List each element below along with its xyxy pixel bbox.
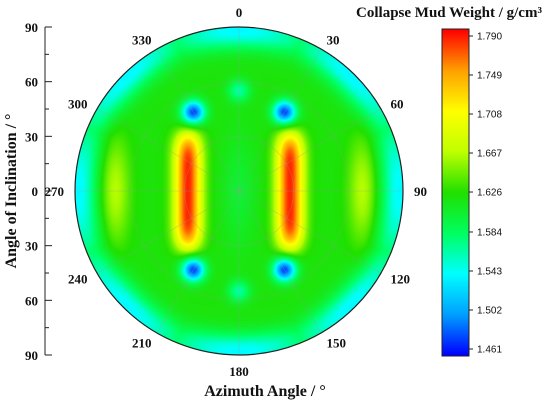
azimuth-tick-label: 270	[45, 184, 65, 199]
azimuth-tick-label: 0	[236, 5, 243, 20]
azimuth-tick-labels: 0 30 60 90 120 150 180 210 240 270 300 330	[45, 5, 428, 379]
colorbar-tick-label: 1.461	[477, 345, 502, 356]
polar-plot: 0 30 60 90 120 150 180 210 240 270 300 330	[45, 5, 428, 379]
inclination-tick-label: 0	[32, 184, 39, 199]
colorbar-gradient	[442, 29, 469, 356]
azimuth-tick-label: 330	[132, 32, 152, 47]
azimuth-tick-label: 30	[327, 32, 340, 47]
azimuth-tick-label: 90	[414, 184, 427, 199]
polar-spoke	[156, 48, 240, 192]
x-axis-title: Azimuth Angle / °	[204, 383, 326, 400]
colorbar-tick-label: 1.749	[477, 71, 502, 82]
inclination-tick-label: 90	[25, 20, 38, 35]
inclination-ticks: 90 60 30 0 30 60 90	[25, 20, 52, 363]
colorbar-tick-label: 1.790	[477, 32, 502, 43]
polar-spoke	[96, 190, 240, 274]
colorbar-tick-label: 1.667	[477, 149, 502, 160]
inclination-tick-label: 60	[25, 293, 38, 308]
azimuth-tick-label: 150	[327, 336, 347, 351]
y-axis-title: Angle of Inclination / °	[3, 114, 20, 269]
polar-spoke	[238, 190, 382, 274]
colorbar: Collapse Mud Weight / g/cm³ 1.7901.7491.…	[356, 5, 542, 357]
polar-grid	[75, 27, 403, 355]
polar-spoke	[238, 48, 322, 192]
azimuth-tick-label: 60	[391, 97, 404, 112]
colorbar-title: Collapse Mud Weight / g/cm³	[356, 5, 542, 21]
heatmap-surface	[75, 27, 403, 355]
azimuth-tick-label: 120	[391, 272, 411, 287]
azimuth-tick-label: 180	[229, 364, 249, 379]
inclination-tick-label: 60	[25, 75, 38, 90]
polar-spoke	[96, 108, 240, 192]
colorbar-tick-label: 1.502	[477, 305, 502, 316]
colorbar-tick-label: 1.626	[477, 188, 502, 199]
colorbar-tick-label: 1.543	[477, 266, 502, 277]
azimuth-tick-label: 210	[132, 336, 152, 351]
inclination-tick-label: 30	[25, 239, 38, 254]
inclination-tick-label: 30	[25, 129, 38, 144]
polar-spoke	[238, 108, 382, 192]
colorbar-ticks: 1.790 1.749 1.708 1.667 1.626 1.584 1.543 1.502…	[469, 32, 502, 356]
colorbar-tick-label: 1.584	[477, 227, 502, 238]
azimuth-tick-label: 240	[68, 272, 88, 287]
polar-spoke	[156, 190, 240, 334]
inclination-axis: 90 60 30 0 30 60 90	[25, 20, 52, 363]
polar-grid-circle	[129, 81, 349, 301]
polar-spoke	[238, 190, 322, 334]
inclination-tick-label: 90	[25, 348, 38, 363]
azimuth-tick-label: 300	[68, 97, 88, 112]
colorbar-tick-label: 1.708	[477, 110, 502, 121]
polar-grid-circle	[184, 136, 294, 246]
polar-outline	[74, 26, 404, 356]
